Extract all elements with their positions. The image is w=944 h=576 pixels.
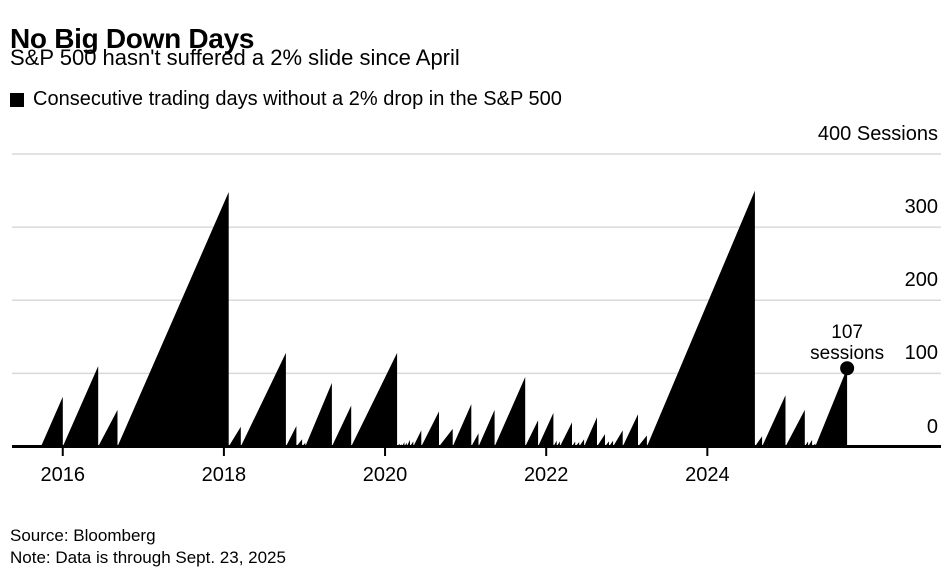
- chart-subtitle: S&P 500 hasn't suffered a 2% slide since…: [10, 45, 460, 70]
- x-axis-label: 2022: [523, 464, 569, 486]
- final-value-dot: [840, 361, 855, 376]
- legend-label: Consecutive trading days without a 2% dr…: [33, 88, 562, 110]
- source-line: Source: Bloomberg: [10, 526, 156, 545]
- y-axis-label: 0: [926, 415, 938, 438]
- x-axis-label: 2016: [40, 464, 86, 486]
- annotation-unit: sessions: [810, 343, 885, 365]
- x-axis-label: 2020: [362, 464, 408, 486]
- chart-title: No Big Down Days: [10, 22, 255, 54]
- x-axis-label: 2024: [685, 464, 730, 486]
- area-series: [41, 190, 848, 447]
- legend-swatch-icon: [10, 92, 24, 107]
- legend: Consecutive trading days without a 2% dr…: [10, 88, 562, 111]
- annotation-value: 107: [831, 322, 863, 344]
- y-axis-label: 300: [904, 196, 938, 219]
- annotation-last-value: 107 sessions: [810, 322, 884, 364]
- x-axis-label: 2018: [201, 464, 247, 486]
- y-axis-label: 400 Sessions: [817, 123, 938, 145]
- note-line: Note: Data is through Sept. 23, 2025: [10, 548, 286, 567]
- y-axis-label: 200: [904, 269, 938, 292]
- y-axis-label: 100: [904, 342, 938, 365]
